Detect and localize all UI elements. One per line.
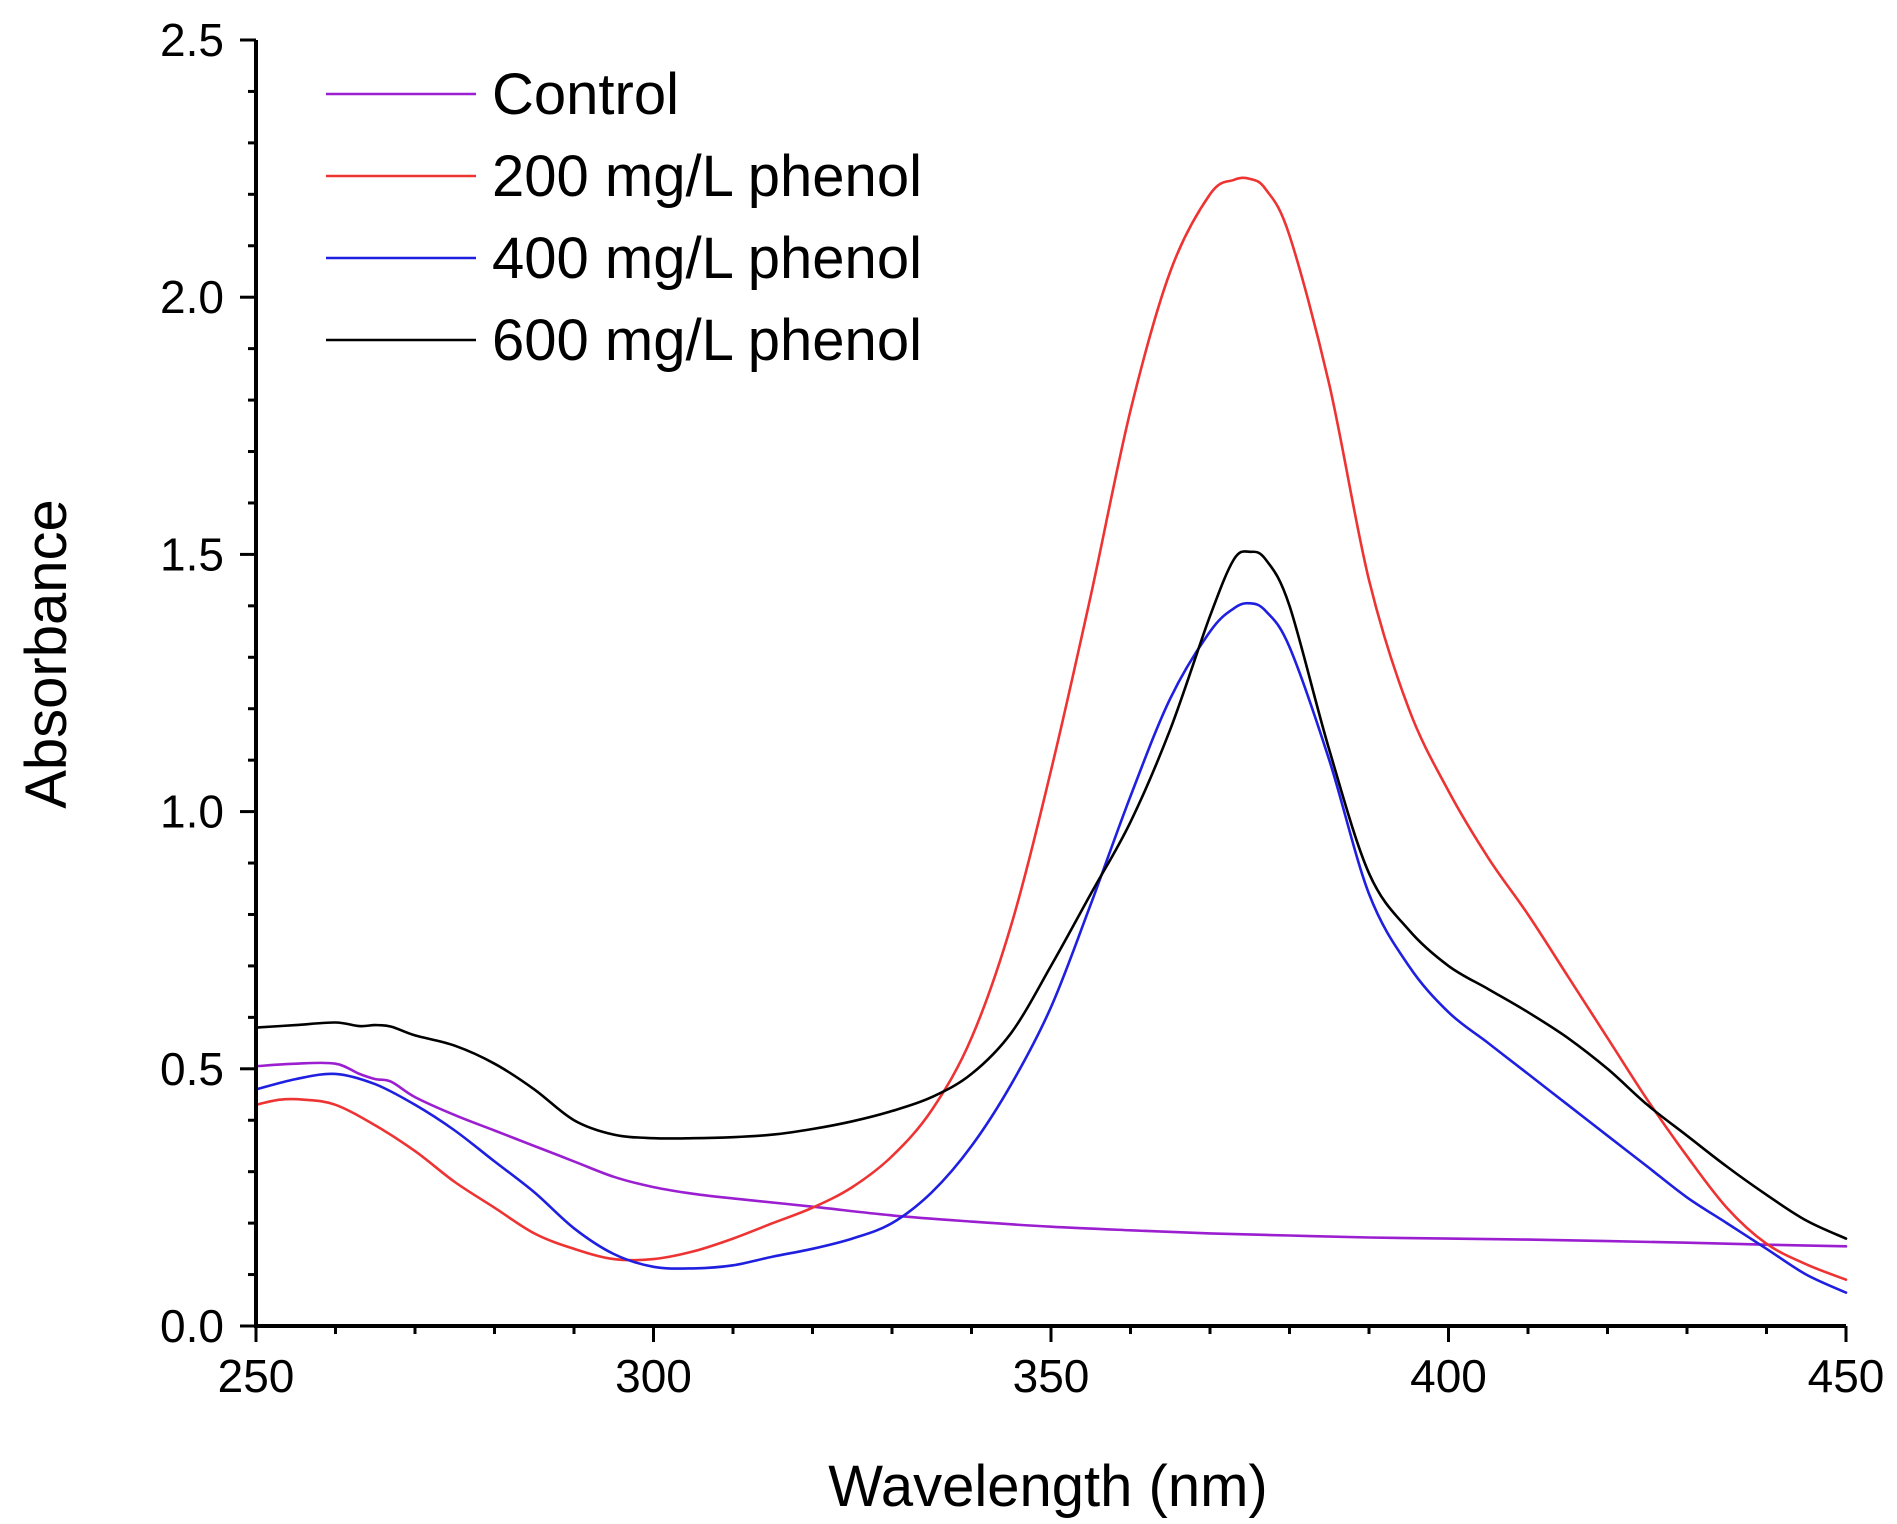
legend-label-400-mg-l-phenol: 400 mg/L phenol bbox=[492, 226, 922, 291]
y-tick-label: 1.5 bbox=[160, 528, 224, 580]
tick-layer: 250 300 350 400 450 0.0 0.5 1.0 1.5 2.0 2.5 bbox=[160, 14, 1884, 1402]
x-tick-label: 250 bbox=[218, 1350, 295, 1402]
legend-label-600-mg-l-phenol: 600 mg/L phenol bbox=[492, 308, 922, 373]
x-axis-title: Wavelength (nm) bbox=[828, 1454, 1267, 1519]
legend: Control 200 mg/L phenol 400 mg/L phenol 600… bbox=[326, 62, 922, 373]
y-axis-title: Absorbance bbox=[14, 499, 79, 809]
x-tick-label: 400 bbox=[1410, 1350, 1487, 1402]
y-tick-label: 2.0 bbox=[160, 271, 224, 323]
legend-label-200-mg-l-phenol: 200 mg/L phenol bbox=[492, 144, 922, 209]
series-line-200-mg-l-phenol bbox=[254, 176, 1848, 1281]
y-tick-label: 1.0 bbox=[160, 786, 224, 838]
series-line-600-mg-l-phenol bbox=[254, 550, 1848, 1240]
series-layer bbox=[254, 176, 1848, 1294]
series-line-control bbox=[254, 1061, 1848, 1248]
y-tick-label: 0.0 bbox=[160, 1300, 224, 1352]
legend-label-control: Control bbox=[492, 62, 679, 127]
x-tick-label: 450 bbox=[1808, 1350, 1885, 1402]
x-tick-label: 300 bbox=[615, 1350, 692, 1402]
series-line-400-mg-l-phenol bbox=[254, 601, 1848, 1294]
y-tick-label: 2.5 bbox=[160, 14, 224, 66]
y-tick-label: 0.5 bbox=[160, 1043, 224, 1095]
x-tick-label: 350 bbox=[1013, 1350, 1090, 1402]
